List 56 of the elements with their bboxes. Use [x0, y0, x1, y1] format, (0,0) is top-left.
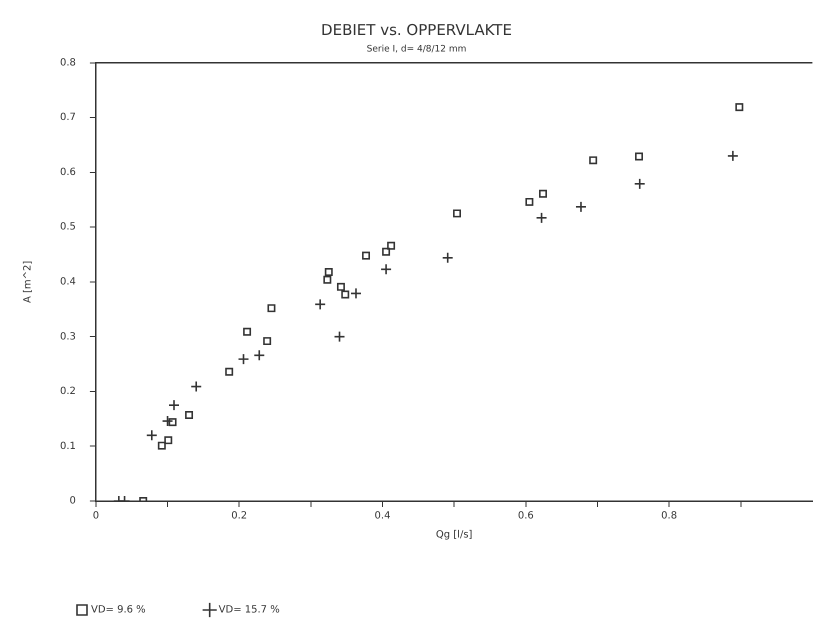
point: [350, 288, 362, 300]
point: [146, 429, 158, 442]
point: [525, 198, 534, 206]
point: [334, 330, 346, 342]
point: [453, 209, 461, 218]
x-tick-label: 0.8: [661, 510, 678, 522]
legend-label: VD= 15.7 %: [218, 604, 280, 616]
y-tick-label: 0.3: [60, 331, 76, 342]
x-tick-label: 0.6: [518, 510, 534, 522]
point: [382, 248, 390, 256]
chart-subtitle: Serie I, d= 4/8/12 mm: [366, 44, 466, 55]
point: [243, 328, 252, 336]
y-tick-label: 0.4: [60, 276, 76, 288]
y-axis-title: A [m^2]: [22, 260, 34, 304]
point: [168, 418, 177, 426]
point: [727, 150, 739, 162]
point: [168, 399, 180, 411]
x-tick-label: 0.4: [374, 510, 390, 522]
point: [362, 252, 370, 260]
point: [539, 190, 547, 198]
point: [442, 252, 454, 264]
y-tick-label: 0.5: [60, 222, 76, 233]
legend-label: VD= 9.6 %: [91, 604, 146, 616]
y-tick-label: 0.2: [60, 386, 76, 398]
y-tick-label: 0.8: [60, 57, 76, 68]
point: [263, 337, 272, 346]
point: [323, 276, 332, 284]
point: [267, 304, 276, 312]
point: [387, 242, 396, 250]
point: [341, 290, 350, 298]
point: [253, 350, 266, 362]
point: [735, 103, 744, 112]
point: [324, 268, 333, 276]
x-tick-label: 0: [92, 510, 100, 522]
point: [162, 415, 174, 427]
point: [190, 380, 202, 392]
point: [158, 442, 166, 450]
point: [314, 298, 326, 310]
y-tick-label: 0.6: [60, 166, 76, 178]
y-tick-label: 0: [70, 496, 76, 507]
point: [380, 264, 392, 276]
point: [634, 178, 646, 190]
chart-title: DEBIET vs. OPPERVLAKTE: [321, 20, 512, 39]
x-tick-label: 0.2: [231, 510, 248, 522]
point: [635, 152, 643, 160]
point: [589, 156, 598, 164]
y-tick-label: 0.7: [60, 112, 76, 124]
point: [225, 368, 234, 376]
point: [536, 212, 548, 224]
x-axis-title: Qg [l/s]: [436, 530, 473, 541]
point: [164, 436, 172, 444]
point: [238, 353, 250, 365]
point: [336, 282, 345, 291]
point: [185, 411, 194, 419]
y-tick-label: 0.1: [60, 440, 76, 452]
point: [575, 201, 587, 213]
